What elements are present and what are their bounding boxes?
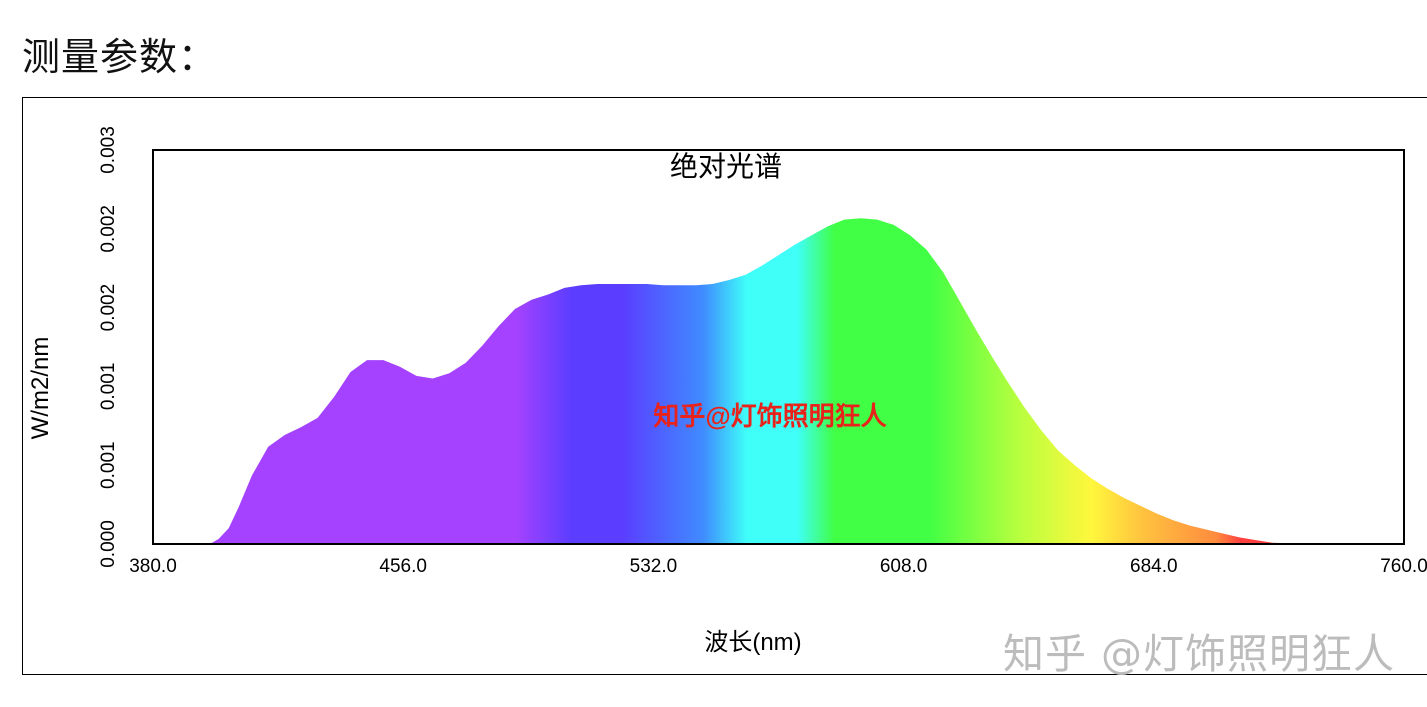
x-axis-ticks: 380.0 456.0 532.0 608.0 684.0 760.0 [129, 556, 1427, 577]
x-tick-label: 380.0 [129, 556, 177, 577]
page-heading: 测量参数： [22, 35, 218, 79]
y-tick-label: 0.001 [98, 441, 119, 489]
y-tick-label: 0.001 [98, 363, 119, 411]
spectrum-area [153, 218, 1404, 545]
x-tick-label: 760.0 [1380, 556, 1427, 577]
x-tick-label: 532.0 [630, 556, 678, 577]
y-tick-label: 0.002 [98, 205, 119, 253]
x-tick-label: 608.0 [880, 556, 928, 577]
y-axis-ticks: 0.000 0.001 0.001 0.002 0.002 0.003 [98, 126, 119, 568]
y-axis-label: W/m2/nm [27, 337, 54, 440]
chart-title: 绝对光谱 [670, 151, 782, 182]
y-tick-label: 0.000 [98, 520, 119, 568]
x-tick-label: 684.0 [1130, 556, 1178, 577]
plot-border [152, 149, 1405, 545]
bottom-watermark: 知乎 @灯饰照明狂人 [1003, 630, 1396, 678]
chart-frame [22, 97, 1427, 675]
chart-watermark: 知乎@灯饰照明狂人 [653, 401, 886, 431]
y-tick-label: 0.003 [98, 126, 119, 174]
y-tick-label: 0.002 [98, 284, 119, 332]
x-tick-label: 456.0 [379, 556, 427, 577]
x-axis-label: 波长(nm) [704, 629, 801, 656]
